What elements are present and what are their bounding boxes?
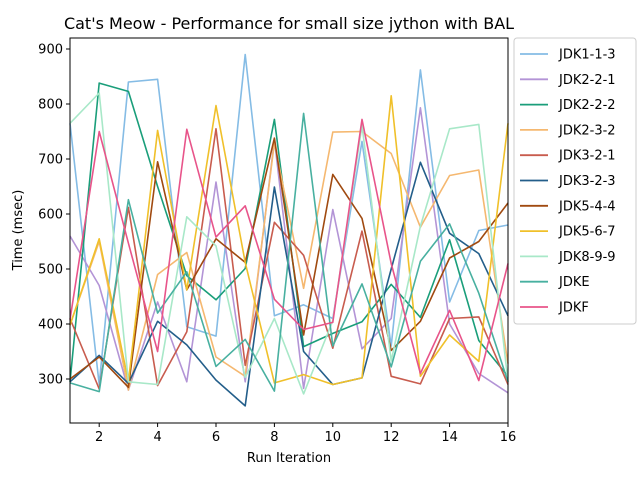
legend-label-jdk5-6-7: JDK5-6-7 [558,225,616,240]
y-axis-label: Time (msec) [11,190,26,272]
x-tick-label: 12 [383,430,400,445]
legend-label-jdkf: JDKF [558,301,589,316]
series-line-jdkf [69,118,509,382]
y-tick-label: 400 [38,318,63,333]
x-axis-label: Run Iteration [247,451,331,466]
legend-label-jdk8-9-9: JDK8-9-9 [558,250,616,265]
series-line-jdk2-3-2 [69,130,509,391]
plot-lines [69,53,509,407]
y-tick-label: 800 [38,98,63,113]
x-tick-label: 8 [270,430,278,445]
series-line-jdk5-4-4 [69,137,509,389]
plot-frame [69,37,509,424]
legend-label-jdk2-2-2: JDK2-2-2 [558,98,616,113]
x-tick-label: 14 [441,430,458,445]
legend-label-jdk3-2-3: JDK3-2-3 [558,174,616,189]
y-tick-label: 300 [38,373,63,388]
x-axis-ticks: 2 4 6 8 10 12 14 16 [95,423,516,445]
legend: JDK1-1-3 JDK2-2-1 JDK2-2-2 JDK2-3-2 JDK3-2-1… [513,37,637,325]
y-tick-label: 500 [38,263,63,278]
x-tick-label: 16 [500,430,517,445]
series-line-jdk8-9-9 [69,92,509,395]
legend-label-jdk2-2-1: JDK2-2-1 [558,73,616,88]
series-line-jdk2-2-1 [69,107,509,394]
legend-label-jdk3-2-1: JDK3-2-1 [558,149,616,164]
legend-label-jdk5-4-4: JDK5-4-4 [558,199,616,214]
legend-items: JDK1-1-3 JDK2-2-1 JDK2-2-2 JDK2-3-2 JDK3-2-1… [520,48,616,316]
x-tick-label: 2 [95,430,103,445]
x-tick-label: 4 [153,430,161,445]
legend-label-jdke: JDKE [558,275,590,290]
y-tick-label: 600 [38,208,63,223]
series-line-jdk1-1-3 [69,53,509,386]
legend-label-jdk1-1-3: JDK1-1-3 [558,48,616,63]
series-line-jdke [69,112,509,393]
legend-box [513,37,637,325]
x-tick-label: 10 [325,430,342,445]
legend-label-jdk2-3-2: JDK2-3-2 [558,123,616,138]
x-tick-label: 6 [212,430,220,445]
y-axis-ticks: 300 400 500 600 700 800 900 [38,43,70,388]
series-line-jdk3-2-3 [69,161,509,407]
chart-title: Cat's Meow - Performance for small size … [64,14,514,33]
y-tick-label: 900 [38,43,63,58]
y-tick-label: 700 [38,153,63,168]
